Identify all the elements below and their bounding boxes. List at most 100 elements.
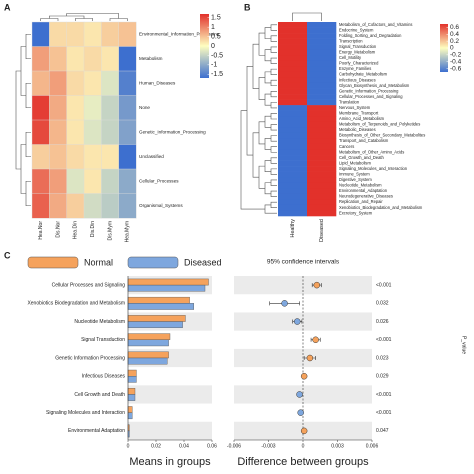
- legend-swatch: [27, 256, 79, 269]
- p-value: 0.029: [376, 374, 389, 380]
- row-label: Organismal_Systems: [139, 203, 183, 208]
- heat-cell: [101, 95, 120, 121]
- heat-cell: [307, 38, 337, 45]
- row-label: Human_Diseases: [139, 80, 176, 85]
- point: [281, 300, 288, 307]
- point: [294, 318, 301, 325]
- row-label: Cell_Motility: [339, 55, 362, 60]
- row-label: Glycan_Biosynthesis_and_Metabolism: [339, 83, 410, 88]
- category-label: Xenobiotics Biodegradation and Metabolis…: [27, 301, 125, 307]
- row-label: Xenobiotics_Biodegradation_and_Metabolis…: [339, 205, 423, 210]
- colorbar-tick-label: 0.5: [211, 33, 221, 40]
- row-label: Cancers: [339, 144, 354, 149]
- heat-cell: [278, 94, 308, 100]
- row-label: Nucleotide_Metabolism: [339, 183, 382, 188]
- heat-cell: [66, 193, 85, 219]
- bar: [127, 339, 169, 347]
- heat-cell: [307, 199, 337, 206]
- heat-cell: [278, 193, 308, 200]
- p-value-title: P_value: [461, 336, 467, 354]
- row-label: Metabolism_of_Terpenoids_and_Polyketides: [339, 122, 420, 127]
- panel-label: C: [4, 250, 11, 260]
- heat-cell: [307, 171, 337, 178]
- heat-cell: [83, 21, 102, 47]
- bar: [127, 412, 133, 420]
- x-tick-label: 0.06: [207, 443, 217, 449]
- bar: [127, 388, 136, 395]
- row-label: Lipid_Metabolism: [339, 160, 371, 165]
- heat-cell: [49, 21, 68, 47]
- point: [300, 427, 308, 435]
- panel-label: A: [4, 2, 11, 12]
- heat-cell: [307, 127, 337, 134]
- row-label: Infectious_Diseases: [339, 77, 376, 82]
- heat-cell: [83, 144, 102, 170]
- x-tick-label: 0: [302, 443, 305, 449]
- column-label: Hea.Nor: [38, 221, 44, 240]
- column-label: Hea.Din: [73, 221, 79, 239]
- heat-cell: [278, 182, 308, 189]
- row-label: Translation: [339, 99, 360, 104]
- colorbar-tick-label: 0.6: [450, 24, 459, 31]
- heat-cell: [49, 119, 68, 145]
- heat-cell: [307, 204, 337, 211]
- heat-cell: [307, 77, 337, 84]
- x-tick-label: 0.04: [179, 443, 189, 449]
- heat-cell: [49, 46, 68, 72]
- heat-cell: [278, 38, 308, 45]
- row-label: Replication_and_Repair: [339, 199, 383, 204]
- p-value: 0.032: [376, 301, 389, 307]
- heat-cell: [101, 46, 120, 72]
- heat-cell: [278, 66, 308, 73]
- heat-cell: [278, 105, 308, 111]
- heat-cell: [31, 168, 50, 194]
- heat-cell: [307, 210, 337, 217]
- row-label: None: [139, 105, 150, 110]
- p-value: 0.023: [376, 355, 389, 361]
- colorbar-tick-label: -0.2: [450, 52, 462, 59]
- row-dendrogram: [15, 70, 21, 170]
- heat-cell: [307, 55, 337, 62]
- heat-cell: [278, 210, 308, 217]
- heat-cell: [307, 22, 337, 28]
- category-label: Infectious Diseases: [82, 374, 126, 380]
- heat-cell: [278, 160, 308, 167]
- heat-cell: [31, 144, 50, 170]
- heat-cell: [31, 119, 50, 145]
- colorbar: [440, 24, 448, 72]
- heat-cell: [83, 46, 102, 72]
- heat-cell: [66, 70, 85, 96]
- point: [297, 409, 304, 416]
- heat-cell: [118, 193, 137, 219]
- heat-cell: [307, 116, 337, 123]
- colorbar-tick-label: -0.4: [450, 58, 462, 65]
- row-label: Digestive_System: [339, 177, 372, 182]
- row-label: Carbohydrate_Metabolism: [339, 72, 388, 77]
- row-label: Cellular_Processes_and_Signaling: [339, 94, 403, 99]
- heat-cell: [278, 121, 308, 128]
- row-dendrogram: [240, 110, 265, 210]
- heat-cell: [278, 49, 308, 56]
- heat-cell: [83, 119, 102, 145]
- heat-cell: [278, 155, 308, 161]
- heat-cell: [101, 144, 120, 170]
- heat-cell: [278, 149, 308, 156]
- heat-cell: [307, 110, 337, 117]
- p-value: 0.047: [376, 428, 389, 434]
- heat-cell: [49, 70, 68, 96]
- heat-cell: [278, 88, 308, 95]
- heat-cell: [101, 70, 120, 96]
- heat-cell: [307, 71, 337, 78]
- row-label: Metabolism_of_Other_Amino_Acids: [339, 149, 404, 154]
- row-label: Environmental_Adaptation: [339, 188, 388, 193]
- heat-cell: [278, 60, 308, 67]
- point: [312, 336, 319, 344]
- heat-cell: [49, 144, 68, 170]
- heat-cell: [118, 119, 137, 145]
- heat-cell: [307, 60, 337, 67]
- heat-cell: [278, 132, 308, 139]
- heat-cell: [307, 182, 337, 189]
- heat-cell: [278, 110, 308, 117]
- point: [296, 391, 303, 398]
